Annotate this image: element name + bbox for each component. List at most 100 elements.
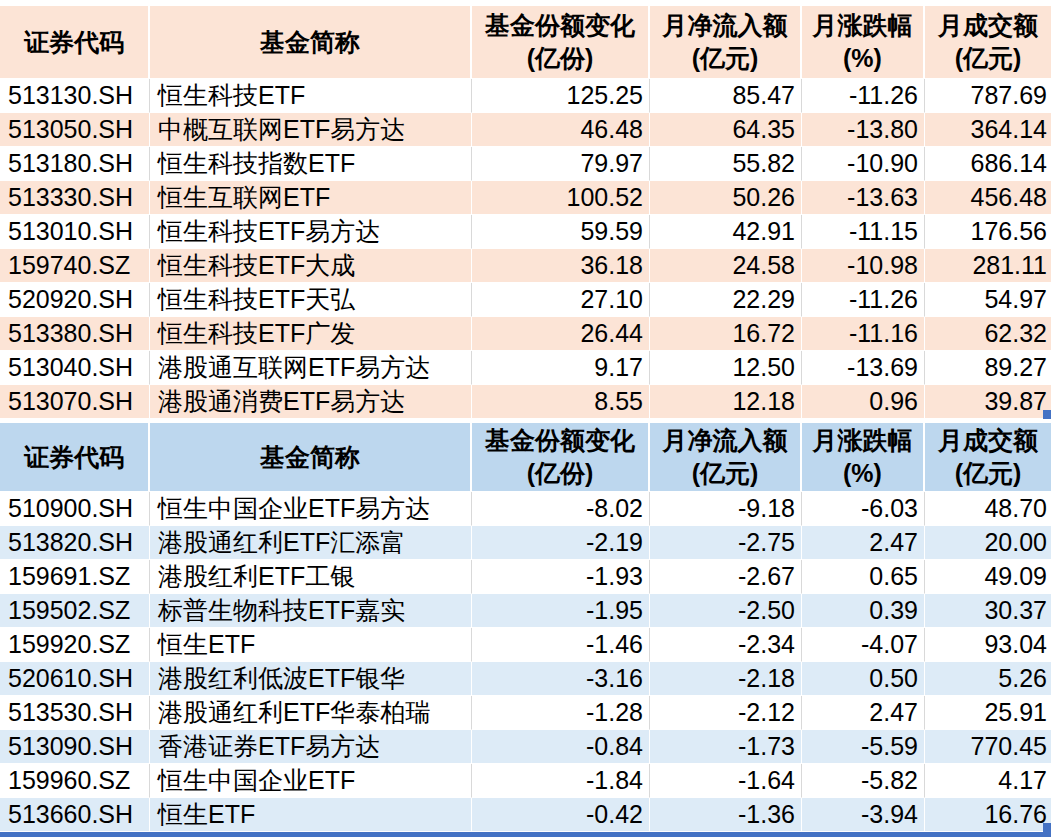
cell-security-code[interactable]: 159502.SZ — [0, 594, 150, 628]
cell-net-inflow[interactable]: 12.18 — [650, 385, 802, 419]
cell-share-change[interactable]: 36.18 — [472, 249, 650, 283]
cell-security-code[interactable]: 513130.SH — [0, 79, 150, 113]
cell-share-change[interactable]: 100.52 — [472, 181, 650, 215]
cell-monthly-change-pct[interactable]: -11.15 — [802, 215, 925, 249]
cell-monthly-change-pct[interactable]: -3.94 — [802, 798, 925, 832]
cell-security-code[interactable]: 520920.SH — [0, 283, 150, 317]
cell-monthly-turnover[interactable]: 89.27 — [925, 351, 1051, 385]
cell-fund-name[interactable]: 恒生科技ETF大成 — [150, 249, 472, 283]
cell-monthly-change-pct[interactable]: -13.63 — [802, 181, 925, 215]
cell-fund-name[interactable]: 港股红利ETF工银 — [150, 560, 472, 594]
cell-fund-name[interactable]: 港股通互联网ETF易方达 — [150, 351, 472, 385]
column-header-monthly-turnover[interactable]: 月成交额(亿元) — [925, 6, 1051, 79]
cell-net-inflow[interactable]: -2.67 — [650, 560, 802, 594]
cell-net-inflow[interactable]: -2.18 — [650, 662, 802, 696]
cell-monthly-change-pct[interactable]: 0.65 — [802, 560, 925, 594]
cell-monthly-change-pct[interactable]: -5.82 — [802, 764, 925, 798]
cell-fund-name[interactable]: 港股红利低波ETF银华 — [150, 662, 472, 696]
cell-security-code[interactable]: 513820.SH — [0, 526, 150, 560]
cell-security-code[interactable]: 513660.SH — [0, 798, 150, 832]
cell-share-change[interactable]: -3.16 — [472, 662, 650, 696]
cell-share-change[interactable]: -8.02 — [472, 492, 650, 526]
cell-monthly-turnover[interactable]: 30.37 — [925, 594, 1051, 628]
cell-monthly-turnover[interactable]: 787.69 — [925, 79, 1051, 113]
column-header-fund-name[interactable]: 基金简称 — [150, 423, 472, 492]
cell-share-change[interactable]: 26.44 — [472, 317, 650, 351]
cell-fund-name[interactable]: 香港证券ETF易方达 — [150, 730, 472, 764]
cell-share-change[interactable]: 125.25 — [472, 79, 650, 113]
cell-fund-name[interactable]: 港股通红利ETF华泰柏瑞 — [150, 696, 472, 730]
cell-fund-name[interactable]: 港股通红利ETF汇添富 — [150, 526, 472, 560]
cell-security-code[interactable]: 513180.SH — [0, 147, 150, 181]
cell-security-code[interactable]: 513050.SH — [0, 113, 150, 147]
cell-fund-name[interactable]: 标普生物科技ETF嘉实 — [150, 594, 472, 628]
cell-share-change[interactable]: -1.28 — [472, 696, 650, 730]
column-header-share-change[interactable]: 基金份额变化(亿份) — [472, 6, 650, 79]
cell-fund-name[interactable]: 恒生中国企业ETF易方达 — [150, 492, 472, 526]
cell-monthly-turnover[interactable]: 364.14 — [925, 113, 1051, 147]
cell-net-inflow[interactable]: -2.50 — [650, 594, 802, 628]
cell-monthly-turnover[interactable]: 16.76 — [925, 798, 1051, 832]
cell-fund-name[interactable]: 恒生互联网ETF — [150, 181, 472, 215]
cell-monthly-change-pct[interactable]: 2.47 — [802, 696, 925, 730]
column-header-share-change[interactable]: 基金份额变化(亿份) — [472, 423, 650, 492]
cell-net-inflow[interactable]: -1.73 — [650, 730, 802, 764]
cell-monthly-turnover[interactable]: 4.17 — [925, 764, 1051, 798]
cell-security-code[interactable]: 513040.SH — [0, 351, 150, 385]
cell-monthly-change-pct[interactable]: -11.26 — [802, 283, 925, 317]
cell-net-inflow[interactable]: 64.35 — [650, 113, 802, 147]
cell-net-inflow[interactable]: -1.36 — [650, 798, 802, 832]
cell-fund-name[interactable]: 恒生ETF — [150, 628, 472, 662]
cell-monthly-turnover[interactable]: 48.70 — [925, 492, 1051, 526]
cell-security-code[interactable]: 159691.SZ — [0, 560, 150, 594]
cell-monthly-change-pct[interactable]: -13.69 — [802, 351, 925, 385]
cell-monthly-turnover[interactable]: 686.14 — [925, 147, 1051, 181]
cell-fund-name[interactable]: 恒生科技ETF易方达 — [150, 215, 472, 249]
cell-share-change[interactable]: 46.48 — [472, 113, 650, 147]
cell-monthly-turnover[interactable]: 456.48 — [925, 181, 1051, 215]
cell-net-inflow[interactable]: 12.50 — [650, 351, 802, 385]
cell-net-inflow[interactable]: 55.82 — [650, 147, 802, 181]
cell-security-code[interactable]: 513090.SH — [0, 730, 150, 764]
cell-share-change[interactable]: -1.93 — [472, 560, 650, 594]
cell-fund-name[interactable]: 恒生ETF — [150, 798, 472, 832]
cell-net-inflow[interactable]: 42.91 — [650, 215, 802, 249]
cell-fund-name[interactable]: 恒生科技ETF — [150, 79, 472, 113]
cell-share-change[interactable]: 27.10 — [472, 283, 650, 317]
cell-share-change[interactable]: -2.19 — [472, 526, 650, 560]
column-header-net-inflow[interactable]: 月净流入额(亿元) — [650, 6, 802, 79]
fill-handle-icon[interactable] — [1043, 823, 1051, 832]
column-header-monthly-change-pct[interactable]: 月涨跌幅(%) — [802, 6, 925, 79]
cell-monthly-turnover[interactable]: 39.87 — [925, 385, 1051, 419]
cell-monthly-change-pct[interactable]: -10.90 — [802, 147, 925, 181]
cell-monthly-turnover[interactable]: 20.00 — [925, 526, 1051, 560]
cell-share-change[interactable]: 8.55 — [472, 385, 650, 419]
cell-net-inflow[interactable]: -2.75 — [650, 526, 802, 560]
cell-share-change[interactable]: 79.97 — [472, 147, 650, 181]
cell-monthly-change-pct[interactable]: 0.50 — [802, 662, 925, 696]
cell-monthly-change-pct[interactable]: 2.47 — [802, 526, 925, 560]
fill-handle-icon[interactable] — [1043, 410, 1051, 419]
cell-fund-name[interactable]: 恒生科技指数ETF — [150, 147, 472, 181]
cell-security-code[interactable]: 513070.SH — [0, 385, 150, 419]
cell-fund-name[interactable]: 恒生科技ETF天弘 — [150, 283, 472, 317]
cell-monthly-change-pct[interactable]: -13.80 — [802, 113, 925, 147]
cell-monthly-turnover[interactable]: 62.32 — [925, 317, 1051, 351]
cell-monthly-turnover[interactable]: 25.91 — [925, 696, 1051, 730]
cell-net-inflow[interactable]: -1.64 — [650, 764, 802, 798]
cell-monthly-change-pct[interactable]: -11.16 — [802, 317, 925, 351]
cell-net-inflow[interactable]: 22.29 — [650, 283, 802, 317]
cell-net-inflow[interactable]: -2.12 — [650, 696, 802, 730]
cell-share-change[interactable]: 9.17 — [472, 351, 650, 385]
cell-share-change[interactable]: -1.84 — [472, 764, 650, 798]
cell-monthly-change-pct[interactable]: 0.96 — [802, 385, 925, 419]
cell-fund-name[interactable]: 恒生中国企业ETF — [150, 764, 472, 798]
column-header-monthly-change-pct[interactable]: 月涨跌幅(%) — [802, 423, 925, 492]
cell-monthly-turnover[interactable]: 770.45 — [925, 730, 1051, 764]
cell-security-code[interactable]: 513330.SH — [0, 181, 150, 215]
column-header-monthly-turnover[interactable]: 月成交额(亿元) — [925, 423, 1051, 492]
cell-security-code[interactable]: 520610.SH — [0, 662, 150, 696]
column-header-net-inflow[interactable]: 月净流入额(亿元) — [650, 423, 802, 492]
cell-monthly-change-pct[interactable]: -5.59 — [802, 730, 925, 764]
column-header-security-code[interactable]: 证券代码 — [0, 6, 150, 79]
